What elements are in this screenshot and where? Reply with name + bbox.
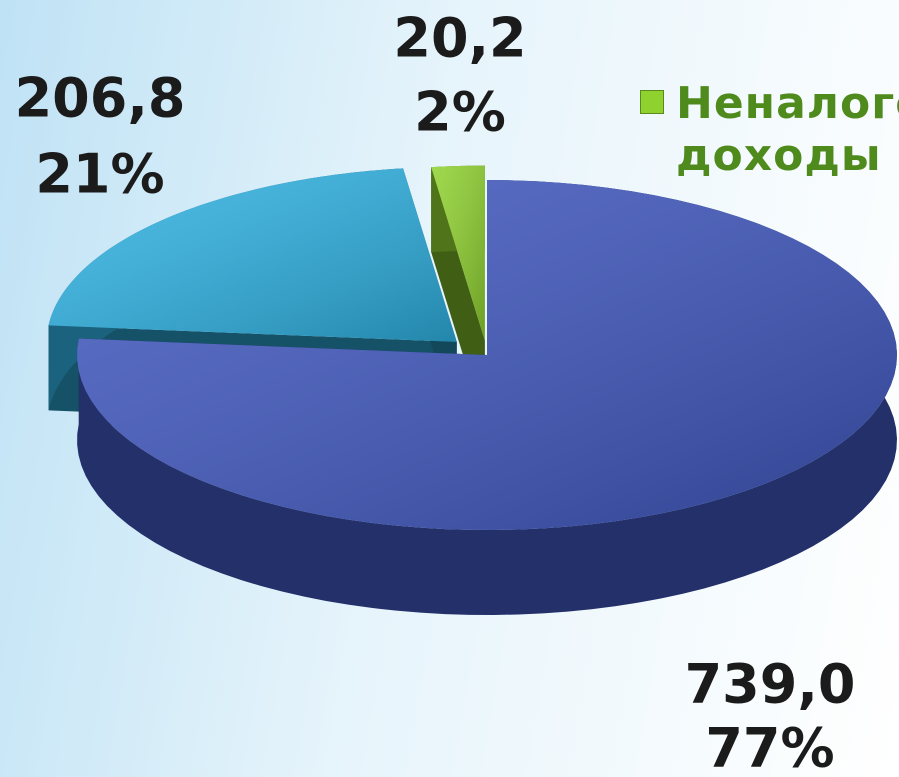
percent-label: 21% [35, 143, 164, 206]
value-label: 20,2 [393, 7, 526, 70]
legend-label: Неналоговые доходы [676, 78, 899, 181]
legend-swatch [640, 90, 664, 114]
slices [48, 165, 897, 615]
slice-shade [431, 165, 485, 341]
slice-shade [48, 168, 457, 342]
legend: Неналоговые доходы [640, 78, 899, 182]
value-label: 739,0 [685, 653, 856, 716]
percent-label: 77% [705, 717, 834, 777]
slice [77, 180, 897, 615]
labels: 739,077% 206,8 21% 20,2 2% [15, 7, 856, 777]
percent-label: 2% [414, 81, 506, 144]
value-label: 206,8 [15, 67, 186, 130]
slice-shade [77, 180, 897, 530]
